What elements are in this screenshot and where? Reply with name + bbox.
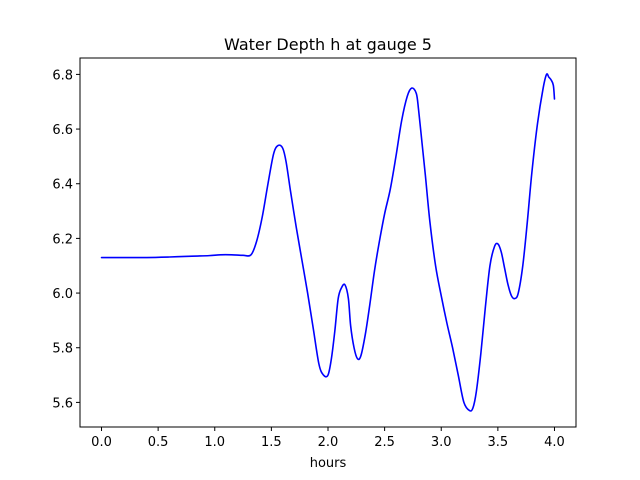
y-tick-label: 6.6 — [52, 123, 73, 138]
y-axis: 5.6 5.8 6.0 6.2 6.4 6.6 6.8 — [52, 68, 80, 411]
y-tick-label: 6.8 — [52, 68, 73, 83]
y-tick-label: 5.8 — [52, 342, 73, 357]
x-tick-label: 4.0 — [544, 435, 565, 450]
plot-frame — [79, 57, 577, 428]
y-tick-label: 6.4 — [52, 178, 73, 193]
chart-title: Water Depth h at gauge 5 — [224, 35, 432, 54]
y-tick-label: 5.6 — [52, 396, 73, 411]
x-axis-label: hours — [310, 456, 347, 471]
x-tick-label: 2.5 — [374, 435, 395, 450]
series-line — [100, 73, 556, 412]
x-tick-label: 0.0 — [91, 435, 112, 450]
y-tick-label: 6.2 — [52, 232, 73, 247]
x-tick-label: 1.0 — [204, 435, 225, 450]
x-tick-label: 3.5 — [488, 435, 509, 450]
x-tick-label: 2.0 — [318, 435, 339, 450]
x-tick-label: 3.0 — [431, 435, 452, 450]
y-tick-label: 6.0 — [52, 287, 73, 302]
plot-area — [80, 58, 576, 427]
x-tick-label: 0.5 — [148, 435, 169, 450]
x-axis: 0.0 0.5 1.0 1.5 2.0 2.5 3.0 3.5 4.0 — [91, 427, 565, 450]
x-tick-label: 1.5 — [261, 435, 282, 450]
